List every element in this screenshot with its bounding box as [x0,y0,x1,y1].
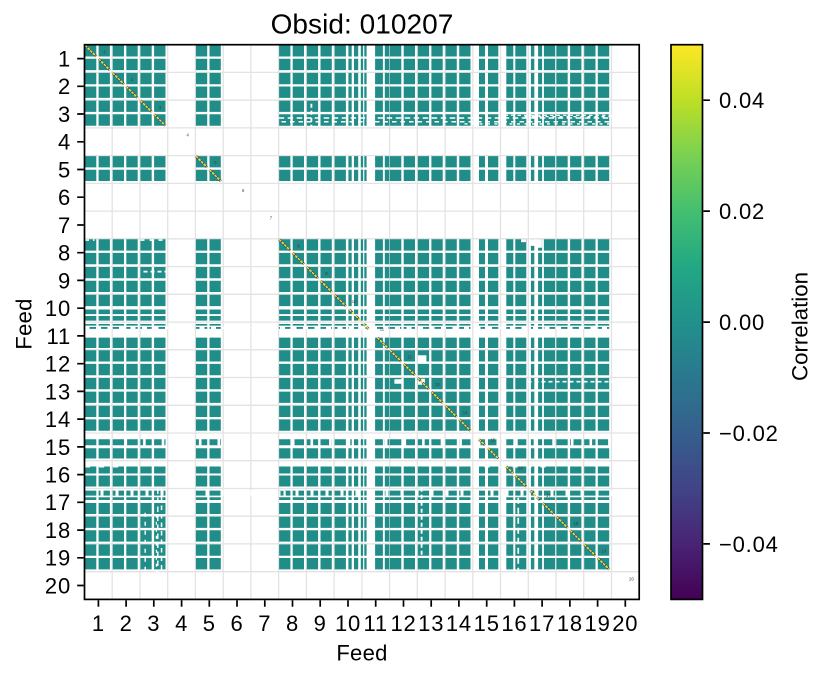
svg-text:17: 17 [45,490,71,515]
svg-text:−0.04: −0.04 [719,532,779,557]
svg-text:20: 20 [612,611,638,636]
svg-text:14: 14 [45,407,71,432]
svg-text:Feed: Feed [336,641,387,666]
svg-text:0.00: 0.00 [719,310,765,335]
svg-text:16: 16 [45,463,71,488]
svg-text:20: 20 [45,573,71,598]
svg-text:9: 9 [314,611,327,636]
svg-text:3: 3 [159,105,162,110]
svg-text:4: 4 [58,130,71,155]
svg-text:15: 15 [490,438,495,443]
svg-text:10: 10 [335,611,361,636]
svg-text:1: 1 [58,47,71,72]
svg-text:6: 6 [242,188,245,193]
svg-text:4: 4 [187,133,190,138]
svg-text:2: 2 [131,77,134,82]
svg-text:13: 13 [418,611,444,636]
svg-text:7: 7 [58,213,71,238]
svg-text:2: 2 [58,74,71,99]
svg-text:5: 5 [203,611,216,636]
svg-text:Correlation: Correlation [788,272,813,381]
svg-text:12: 12 [390,611,416,636]
svg-text:11: 11 [380,327,385,332]
svg-text:11: 11 [47,324,71,349]
svg-text:19: 19 [45,546,71,571]
svg-text:14: 14 [463,410,468,415]
svg-text:19: 19 [585,611,611,636]
svg-text:6: 6 [58,185,71,210]
svg-text:18: 18 [574,521,579,526]
svg-text:Obsid: 010207: Obsid: 010207 [271,9,454,40]
svg-text:5: 5 [58,157,71,182]
svg-text:17: 17 [529,611,555,636]
svg-text:16: 16 [518,465,523,470]
svg-text:7: 7 [270,216,273,221]
svg-text:13: 13 [45,379,71,404]
svg-text:14: 14 [446,611,472,636]
svg-text:12: 12 [45,352,71,377]
svg-text:3: 3 [58,102,71,127]
svg-text:18: 18 [45,518,71,543]
svg-text:1: 1 [92,611,105,636]
svg-text:0.04: 0.04 [719,88,765,113]
svg-text:12: 12 [407,354,412,359]
svg-text:5: 5 [214,160,217,165]
svg-text:17: 17 [546,493,551,498]
svg-text:20: 20 [629,576,634,581]
svg-text:13: 13 [435,382,440,387]
svg-text:7: 7 [258,611,271,636]
svg-text:10: 10 [45,296,71,321]
svg-text:−0.02: −0.02 [719,421,779,446]
svg-text:15: 15 [45,435,71,460]
svg-text:6: 6 [230,611,243,636]
svg-text:3: 3 [147,611,160,636]
svg-text:9: 9 [325,271,328,276]
svg-text:Feed: Feed [12,298,37,349]
svg-text:1: 1 [103,49,106,54]
svg-text:18: 18 [557,611,583,636]
svg-text:9: 9 [58,268,71,293]
svg-text:0.02: 0.02 [719,199,765,224]
svg-text:10: 10 [352,299,357,304]
svg-text:8: 8 [286,611,299,636]
svg-text:15: 15 [474,611,500,636]
svg-text:8: 8 [58,241,71,266]
svg-text:4: 4 [175,611,188,636]
svg-text:11: 11 [363,611,387,636]
svg-text:8: 8 [297,243,300,248]
svg-text:16: 16 [501,611,527,636]
svg-text:19: 19 [601,549,606,554]
svg-text:2: 2 [120,611,133,636]
